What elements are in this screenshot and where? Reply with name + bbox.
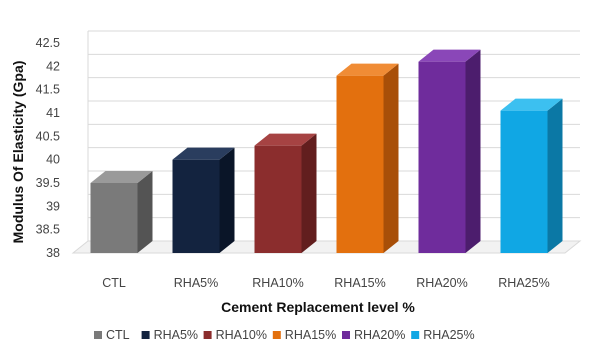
y-tick-label: 39 — [46, 199, 60, 213]
legend-item: RHA25% — [411, 328, 475, 342]
bar-top — [90, 171, 153, 183]
legend-item: RHA20% — [342, 328, 405, 342]
bar-top — [336, 63, 399, 76]
y-tick-label: 39.5 — [36, 176, 60, 190]
legend-item: RHA5% — [141, 328, 198, 342]
x-tick-label: RHA10% — [252, 276, 303, 290]
bar-front — [418, 61, 466, 253]
y-tick-label: 42 — [46, 59, 60, 73]
x-axis-title: Cement Replacement level % — [221, 299, 415, 315]
legend-label: CTL — [106, 328, 130, 342]
legend-item: RHA15% — [272, 328, 336, 342]
y-tick-label: 41 — [46, 106, 60, 120]
bar — [500, 98, 563, 254]
legend-label: RHA20% — [354, 328, 405, 342]
y-tick-label: 38 — [46, 246, 60, 260]
bar-front — [254, 145, 302, 253]
legend-label: RHA5% — [154, 328, 198, 342]
y-tick-label: 40 — [46, 153, 60, 167]
bar-front — [90, 183, 138, 253]
legend-swatch — [94, 331, 102, 339]
bar-side — [219, 147, 235, 253]
y-tick-label: 41.5 — [36, 83, 60, 97]
x-tick-label: RHA15% — [334, 276, 385, 290]
x-tick-label: RHA25% — [498, 276, 549, 290]
bar-front — [172, 159, 220, 253]
bar-top — [418, 49, 481, 62]
bar — [254, 133, 317, 253]
legend-swatch — [411, 331, 420, 339]
bar — [90, 171, 153, 253]
legend-label: RHA15% — [285, 328, 336, 342]
legend-swatch — [342, 331, 350, 339]
legend-item: CTL — [94, 328, 130, 342]
bar — [336, 63, 399, 254]
y-tick-label: 38.5 — [36, 223, 60, 237]
bar-side — [547, 98, 563, 254]
y-axis-ticks: 38 38.5 39 39.5 40 40.5 41 41.5 42 42.5 — [36, 36, 60, 260]
x-axis-ticks: CTL RHA5% RHA10% RHA15% RHA20% RHA25% — [102, 276, 550, 290]
bar — [172, 147, 235, 253]
legend-swatch — [203, 331, 212, 339]
bars — [90, 49, 563, 254]
x-tick-label: RHA20% — [416, 276, 467, 290]
bar-top — [500, 98, 563, 111]
bar-side — [301, 133, 317, 253]
legend-swatch — [272, 331, 281, 339]
bar-front — [500, 110, 548, 254]
x-tick-label: CTL — [102, 276, 126, 290]
y-axis-title: Modulus Of Elasticity (Gpa) — [10, 61, 26, 244]
legend: CTL RHA5% RHA10% RHA15% RHA20% RHA25% — [94, 328, 475, 342]
legend-label: RHA10% — [216, 328, 267, 342]
y-tick-label: 42.5 — [36, 36, 60, 50]
bar-top — [254, 133, 317, 146]
bar-side — [137, 171, 153, 253]
bar — [418, 49, 481, 253]
bar-front — [336, 75, 384, 254]
bar-top — [172, 147, 235, 160]
x-tick-label: RHA5% — [174, 276, 218, 290]
bar-side — [465, 49, 481, 253]
legend-swatch — [141, 331, 150, 339]
y-tick-label: 40.5 — [36, 129, 60, 143]
legend-label: RHA25% — [423, 328, 474, 342]
legend-item: RHA10% — [203, 328, 267, 342]
bar-side — [383, 63, 399, 253]
